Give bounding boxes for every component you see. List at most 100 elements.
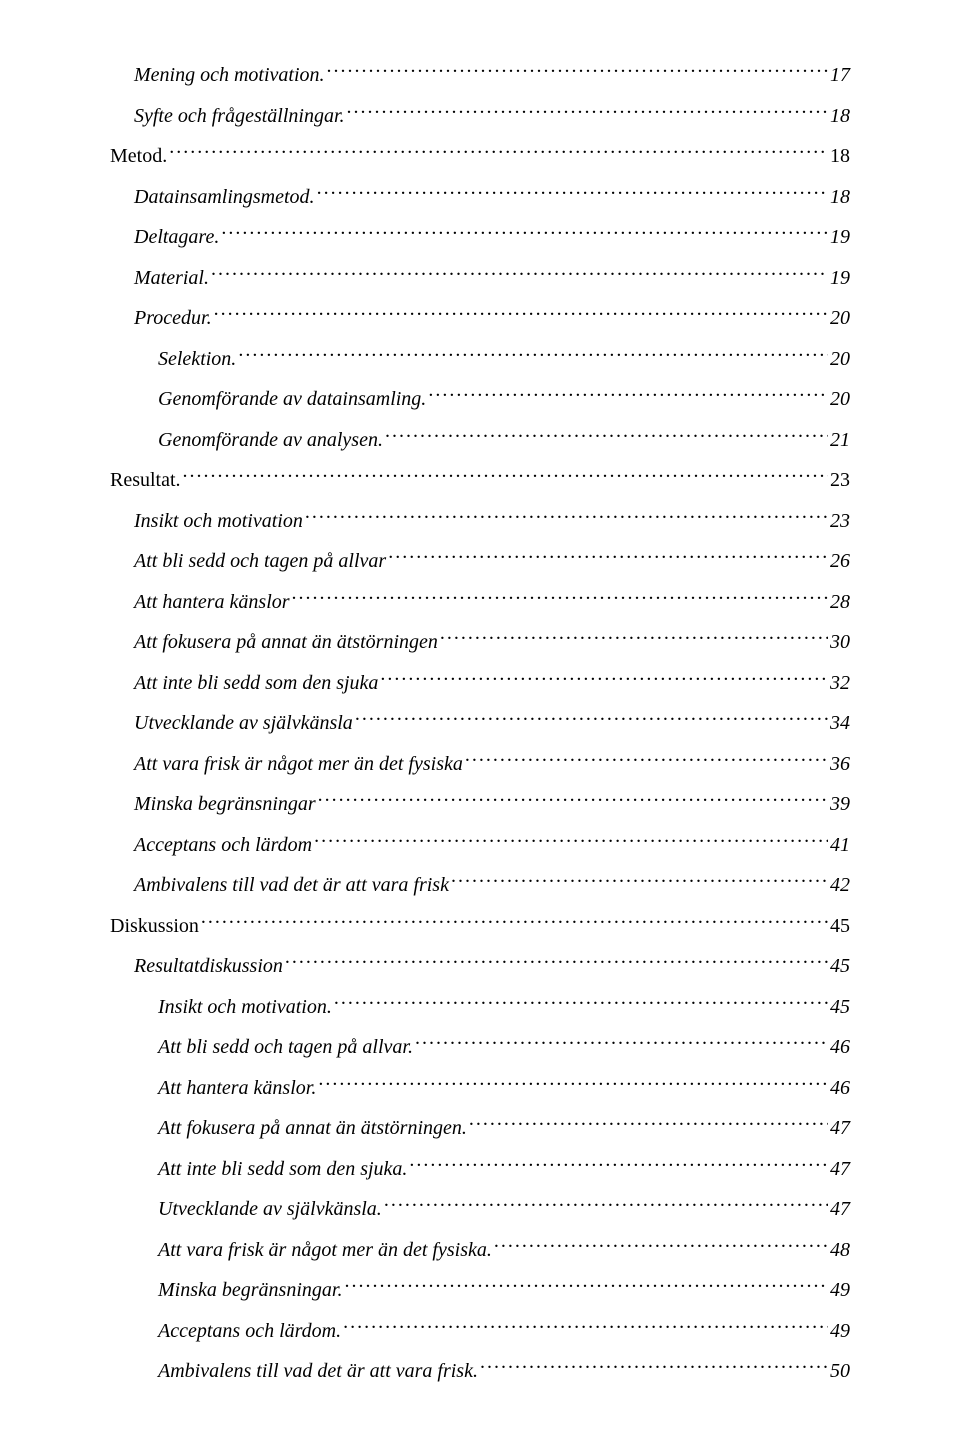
toc-row: Utvecklande av självkänsla. 47 bbox=[110, 1194, 850, 1224]
toc-entry-page: 18 bbox=[830, 101, 850, 131]
toc-entry-label: Utvecklande av självkänsla. bbox=[158, 1194, 382, 1224]
toc-row: Resultatdiskussion 45 bbox=[110, 951, 850, 981]
toc-entry-page: 42 bbox=[830, 870, 850, 900]
toc-row: Minska begränsningar.49 bbox=[110, 1275, 850, 1305]
toc-leader-dots bbox=[327, 61, 828, 81]
toc-entry-page: 46 bbox=[830, 1032, 850, 1062]
toc-row: Att vara frisk är något mer än det fysis… bbox=[110, 1235, 850, 1265]
toc-row: Att inte bli sedd som den sjuka.47 bbox=[110, 1154, 850, 1184]
toc-entry-label: Mening och motivation. bbox=[134, 60, 325, 90]
toc-leader-dots bbox=[318, 790, 828, 810]
toc-entry-label: Att vara frisk är något mer än det fysis… bbox=[158, 1235, 492, 1265]
toc-entry-label: Ambivalens till vad det är att vara fris… bbox=[134, 870, 449, 900]
toc-row: Att vara frisk är något mer än det fysis… bbox=[110, 749, 850, 779]
toc-entry-page: 34 bbox=[830, 708, 850, 738]
toc-entry-page: 32 bbox=[830, 668, 850, 698]
toc-leader-dots bbox=[409, 1155, 828, 1175]
toc-row: Datainsamlingsmetod.18 bbox=[110, 182, 850, 212]
toc-leader-dots bbox=[334, 993, 828, 1013]
toc-entry-page: 41 bbox=[830, 830, 850, 860]
toc-row: Resultat.23 bbox=[110, 465, 850, 495]
toc-leader-dots bbox=[380, 669, 828, 689]
toc-leader-dots bbox=[440, 628, 828, 648]
toc-leader-dots bbox=[285, 952, 828, 972]
toc-leader-dots bbox=[318, 1074, 828, 1094]
toc-entry-page: 36 bbox=[830, 749, 850, 779]
toc-row: Deltagare. 19 bbox=[110, 222, 850, 252]
toc-leader-dots bbox=[480, 1357, 828, 1377]
toc-entry-label: Utvecklande av självkänsla bbox=[134, 708, 353, 738]
toc-row: Genomförande av datainsamling. 20 bbox=[110, 384, 850, 414]
toc-entry-page: 45 bbox=[830, 992, 850, 1022]
toc-leader-dots bbox=[238, 345, 828, 365]
toc-entry-page: 20 bbox=[830, 344, 850, 374]
toc-leader-dots bbox=[355, 709, 828, 729]
toc-leader-dots bbox=[415, 1033, 828, 1053]
toc-entry-page: 18 bbox=[830, 141, 850, 171]
toc-entry-label: Att hantera känslor bbox=[134, 587, 290, 617]
toc-entry-label: Diskussion bbox=[110, 911, 199, 941]
toc-row: Mening och motivation. 17 bbox=[110, 60, 850, 90]
toc-entry-page: 26 bbox=[830, 546, 850, 576]
toc-row: Utvecklande av självkänsla 34 bbox=[110, 708, 850, 738]
toc-entry-label: Att inte bli sedd som den sjuka. bbox=[158, 1154, 407, 1184]
toc-leader-dots bbox=[494, 1236, 828, 1256]
toc-row: Procedur. 20 bbox=[110, 303, 850, 333]
toc-row: Diskussion 45 bbox=[110, 911, 850, 941]
toc-entry-label: Insikt och motivation. bbox=[158, 992, 332, 1022]
toc-entry-page: 48 bbox=[830, 1235, 850, 1265]
toc-entry-page: 20 bbox=[830, 384, 850, 414]
toc-leader-dots bbox=[169, 142, 828, 162]
toc-row: Att inte bli sedd som den sjuka32 bbox=[110, 668, 850, 698]
toc-row: Acceptans och lärdom. 49 bbox=[110, 1316, 850, 1346]
toc-entry-label: Att fokusera på annat än ätstörningen bbox=[134, 627, 438, 657]
toc-entry-page: 47 bbox=[830, 1194, 850, 1224]
toc-entry-label: Genomförande av analysen. bbox=[158, 425, 383, 455]
toc-row: Metod.18 bbox=[110, 141, 850, 171]
toc-entry-page: 17 bbox=[830, 60, 850, 90]
toc-leader-dots bbox=[292, 588, 828, 608]
toc-entry-label: Genomförande av datainsamling. bbox=[158, 384, 426, 414]
toc-entry-label: Material. bbox=[134, 263, 209, 293]
toc-entry-label: Insikt och motivation bbox=[134, 506, 303, 536]
toc-entry-page: 21 bbox=[830, 425, 850, 455]
toc-entry-page: 20 bbox=[830, 303, 850, 333]
toc-entry-page: 46 bbox=[830, 1073, 850, 1103]
toc-row: Att bli sedd och tagen på allvar.46 bbox=[110, 1032, 850, 1062]
toc-leader-dots bbox=[343, 1317, 828, 1337]
toc-leader-dots bbox=[183, 466, 828, 486]
toc-leader-dots bbox=[201, 912, 828, 932]
toc-row: Ambivalens till vad det är att vara fris… bbox=[110, 870, 850, 900]
toc-entry-page: 19 bbox=[830, 222, 850, 252]
toc-entry-page: 49 bbox=[830, 1275, 850, 1305]
toc-entry-page: 28 bbox=[830, 587, 850, 617]
toc-entry-page: 30 bbox=[830, 627, 850, 657]
toc-entry-label: Deltagare. bbox=[134, 222, 219, 252]
toc-entry-label: Resultat. bbox=[110, 465, 181, 495]
toc-leader-dots bbox=[214, 304, 828, 324]
toc-entry-label: Minska begränsningar bbox=[134, 789, 316, 819]
toc-entry-label: Procedur. bbox=[134, 303, 212, 333]
toc-entry-label: Ambivalens till vad det är att vara fris… bbox=[158, 1356, 478, 1386]
toc-row: Insikt och motivation 23 bbox=[110, 506, 850, 536]
toc-entry-page: 49 bbox=[830, 1316, 850, 1346]
toc-entry-page: 47 bbox=[830, 1113, 850, 1143]
toc-entry-label: Att bli sedd och tagen på allvar bbox=[134, 546, 386, 576]
toc-row: Genomförande av analysen. 21 bbox=[110, 425, 850, 455]
toc-entry-page: 45 bbox=[830, 911, 850, 941]
toc-entry-page: 50 bbox=[830, 1356, 850, 1386]
toc-entry-label: Acceptans och lärdom. bbox=[158, 1316, 341, 1346]
toc-entry-page: 23 bbox=[830, 506, 850, 536]
toc-leader-dots bbox=[314, 831, 828, 851]
toc-leader-dots bbox=[388, 547, 828, 567]
toc-row: Att hantera känslor. 46 bbox=[110, 1073, 850, 1103]
toc-page: Mening och motivation.17Syfte och fråges… bbox=[0, 0, 960, 1437]
toc-leader-dots bbox=[344, 1276, 828, 1296]
toc-row: Att bli sedd och tagen på allvar 26 bbox=[110, 546, 850, 576]
toc-leader-dots bbox=[384, 1195, 828, 1215]
toc-entry-page: 45 bbox=[830, 951, 850, 981]
toc-leader-dots bbox=[211, 264, 828, 284]
toc-entry-label: Att hantera känslor. bbox=[158, 1073, 316, 1103]
toc-row: Att hantera känslor 28 bbox=[110, 587, 850, 617]
toc-entry-label: Resultatdiskussion bbox=[134, 951, 283, 981]
